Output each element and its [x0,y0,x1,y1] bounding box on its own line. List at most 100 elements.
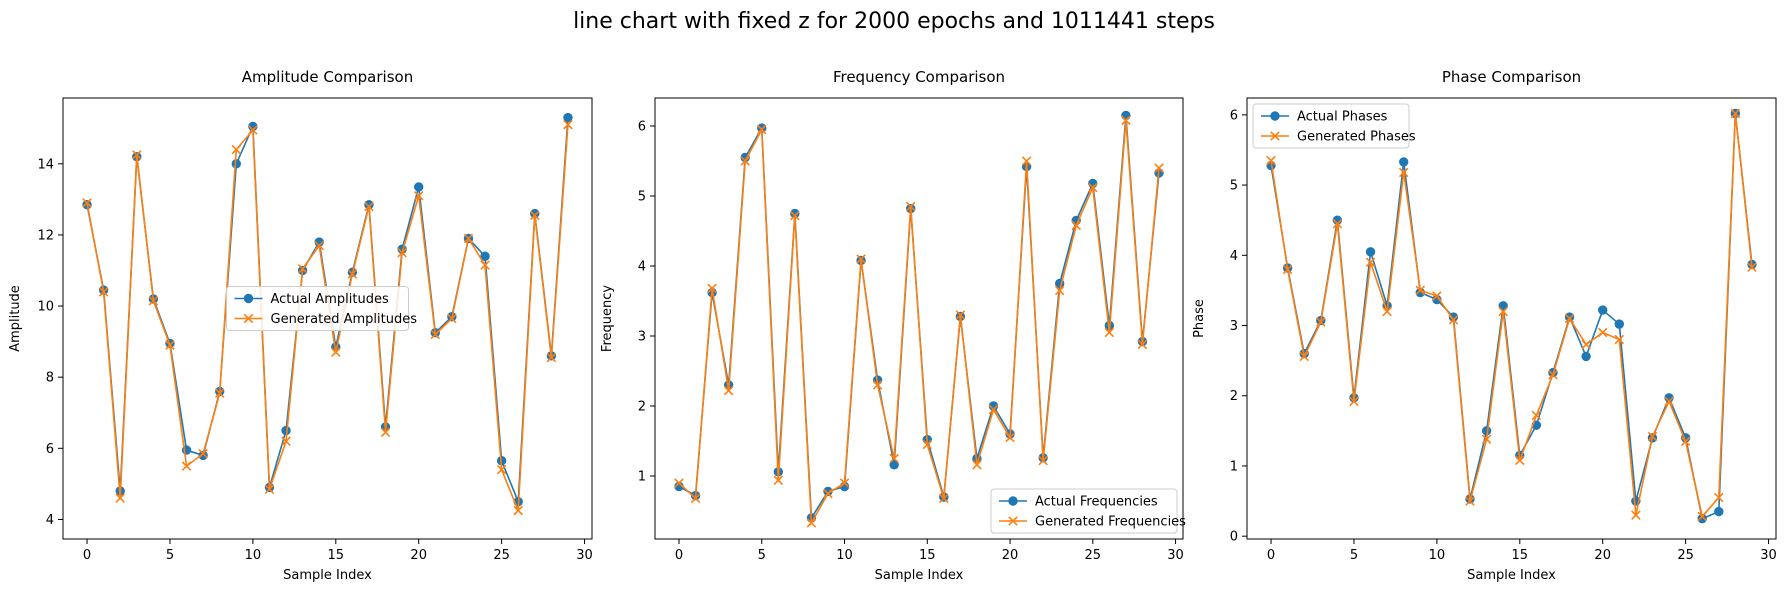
legend-box [1252,103,1410,149]
legend-swatch-marker [1008,496,1018,506]
x-marker [1680,436,1691,447]
x-marker [1515,455,1525,466]
x-marker [496,464,507,475]
legend-label: Generated Phases [1297,130,1416,145]
series-generated [674,115,1164,528]
axes-frame [1246,97,1777,540]
x-tick-label: 30 [1760,548,1777,563]
legend-box [226,286,409,331]
x-marker [905,201,916,212]
x-tick-label: 5 [166,548,174,563]
point-marker [480,251,490,261]
x-marker [1137,339,1148,350]
x-marker [264,484,275,494]
x-marker [1581,339,1591,350]
y-axis-label: Amplitude [8,285,23,352]
y-tick-label: 10 [37,300,54,315]
x-marker [1597,327,1608,338]
chart-panel-1: Amplitude Comparison 0 5 10 15 20 25 30 4 6 8 10 12 1… [8,68,593,583]
point-marker [1498,301,1508,311]
x-tick-label: 10 [1429,548,1446,563]
x-marker [132,150,142,160]
x-marker [1664,396,1674,407]
legend-label: Generated Frequencies [1035,515,1186,530]
x-marker [1432,291,1442,301]
x-marker [1332,218,1343,229]
series-line [1270,113,1753,520]
x-marker [115,493,125,503]
legend-label: Actual Frequencies [1035,495,1158,510]
x-marker [413,191,424,201]
y-tick-label: 1 [1230,459,1238,474]
x-tick-label: 25 [1677,548,1694,563]
y-tick-label: 3 [638,330,646,345]
legend-label: Generated Amplitudes [271,312,418,327]
x-marker [165,340,175,350]
x-marker [690,493,701,504]
x-marker [1071,220,1082,231]
x-marker [1697,511,1707,522]
x-marker [1614,334,1625,345]
x-tick-label: 0 [83,548,91,563]
legend: Actual Phases Generated Phases [1252,103,1416,149]
x-marker [1005,432,1015,443]
x-marker [1531,410,1542,421]
x-marker [939,493,949,504]
x-marker [314,240,324,251]
x-marker [98,287,109,297]
x-marker [546,352,557,363]
x-marker [674,478,684,488]
x-marker [1481,434,1492,445]
x-marker [922,439,933,450]
x-marker [231,144,242,155]
y-tick-label: 6 [46,442,54,457]
x-marker [972,460,982,470]
y-axis-label: Frequency [600,285,615,352]
legend-swatch-marker [1008,516,1018,526]
chart-title: Amplitude Comparison [242,68,413,86]
y-tick-label: 14 [37,157,54,172]
x-marker [1088,182,1098,193]
x-marker [773,475,784,485]
legend-swatch-marker [1270,111,1280,121]
x-tick-label: 25 [493,548,510,563]
x-marker [1299,351,1309,362]
point-marker [1399,157,1409,167]
point-marker [1365,247,1376,257]
series-actual [1266,108,1757,524]
x-marker [1747,262,1757,273]
x-tick-label: 0 [1267,548,1275,563]
y-tick-label: 2 [638,400,646,415]
y-tick-label: 6 [1230,108,1238,123]
y-tick-label: 2 [1230,389,1238,404]
x-marker [82,198,92,208]
x-marker [248,125,258,135]
x-tick-label: 15 [328,548,345,563]
x-axis-label: Sample Index [875,568,964,583]
chart-panel-2: Frequency Comparison 0 5 10 15 20 25 30 1 2 3 4 5 6 Sa… [600,68,1186,583]
y-tick-label: 5 [638,190,646,205]
y-tick-label: 4 [638,260,646,275]
x-marker [397,247,407,258]
x-marker [856,254,866,264]
x-marker [872,380,883,390]
x-marker [1465,496,1475,506]
x-marker [1548,369,1558,380]
x-marker [198,448,208,459]
x-marker [1154,163,1164,173]
y-tick-label: 6 [638,120,646,135]
x-marker [1038,455,1048,466]
series-line [678,120,1160,526]
legend-label: Actual Phases [1297,110,1388,125]
x-marker [707,283,717,294]
point-marker [414,182,424,192]
x-marker [756,124,767,135]
x-marker [364,201,374,212]
x-marker [1365,257,1376,268]
y-tick-label: 5 [1230,179,1238,194]
point-marker [1714,506,1724,517]
point-marker [1614,319,1624,329]
x-marker [463,233,474,244]
